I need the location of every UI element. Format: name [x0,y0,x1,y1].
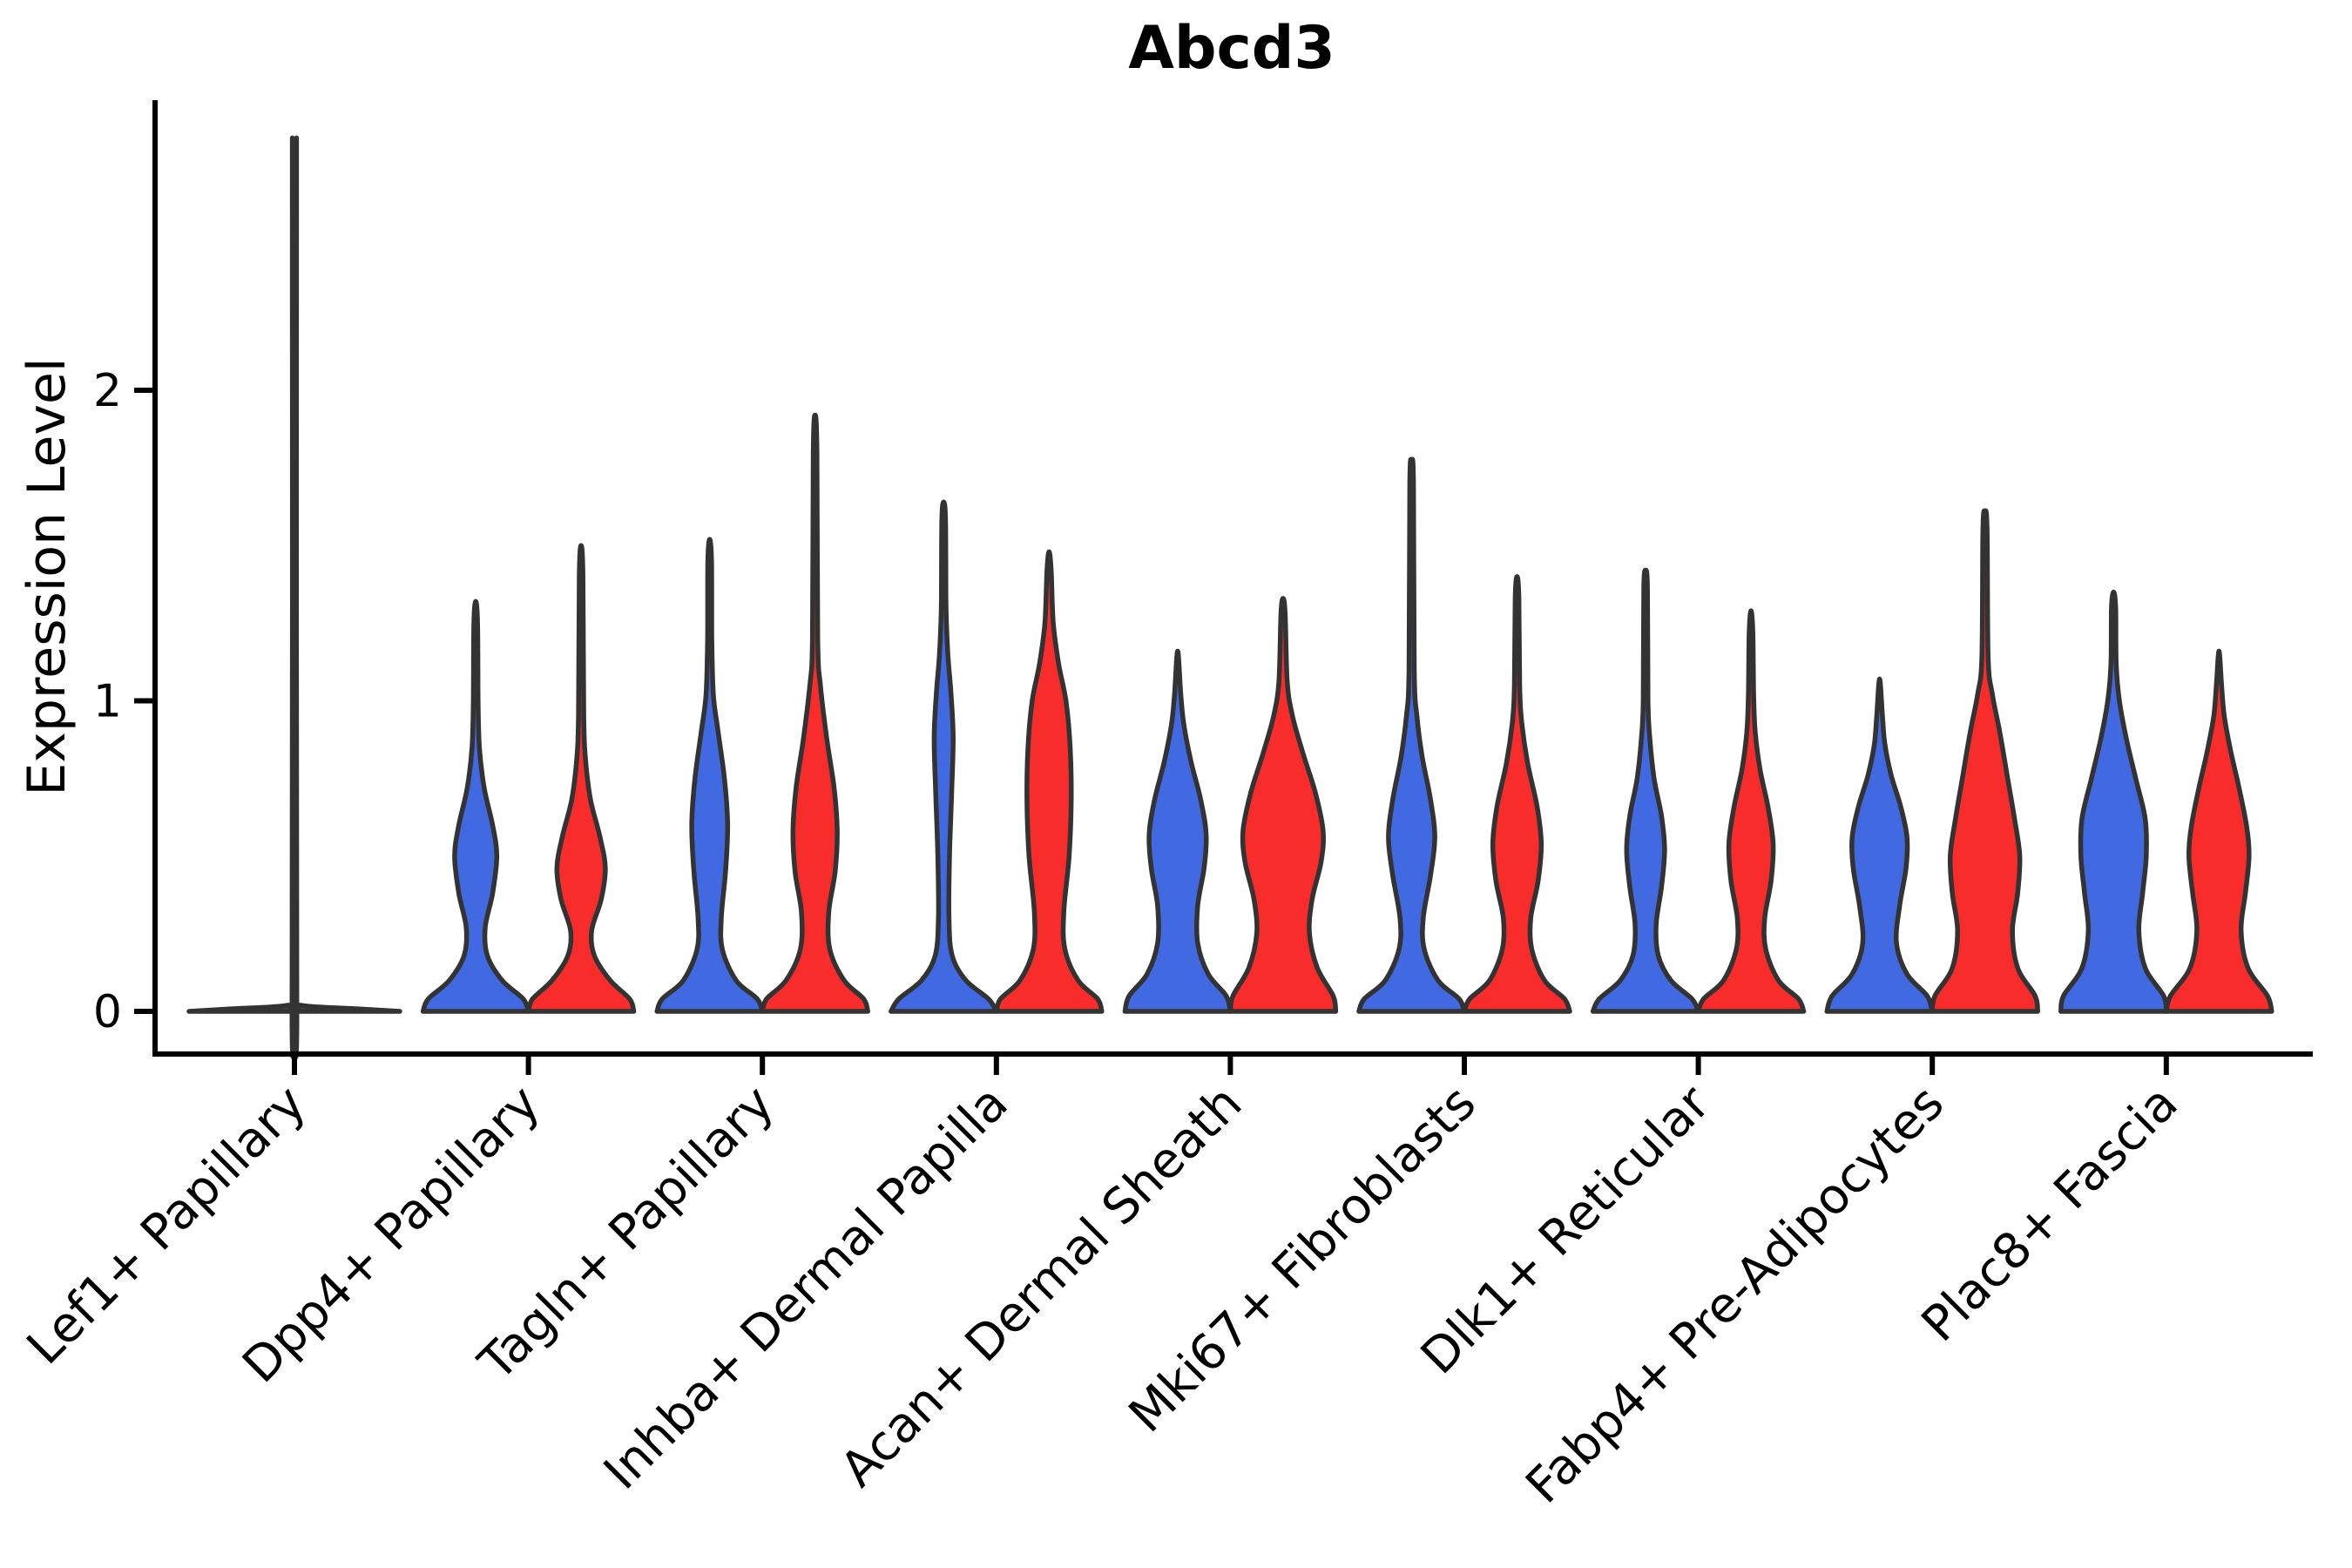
y-axis-label: Expression Level [17,357,78,795]
violin-fabp4-pre-adipocytes-red [1930,508,2040,1014]
violin-plac8-fascia-red [2164,648,2274,1014]
violin-dlk1-reticular-blue [1590,567,1701,1014]
chart-title: Abcd3 [1128,14,1335,83]
violin-fabp4-pre-adipocytes-blue [1824,676,1935,1014]
x-tick-label-inhba-dermal-papilla: Inhba+ Dermal Papilla [593,1075,1019,1501]
violin-mki67-fibroblasts-red [1462,574,1572,1014]
violin-dpp4-papillary-red [525,543,637,1014]
y-tick-label-1: 1 [93,676,122,728]
violin-acan-dermal-sheath-red [1227,596,1339,1014]
violin-dpp4-papillary-blue [420,598,531,1014]
violin-inhba-dermal-papilla-red [994,549,1105,1014]
violin-lef1-papillary-all [186,135,402,1060]
violin-dlk1-reticular-red [1695,608,1807,1014]
x-tick-label-fabp4-pre-adipocytes: Fabp4+ Pre-Adipocytes [1516,1075,1956,1515]
x-tick-label-acan-dermal-sheath: Acan+ Dermal Sheath [830,1075,1254,1498]
violin-acan-dermal-sheath-blue [1122,648,1233,1014]
violin-plac8-fascia-blue [2058,589,2169,1014]
y-tick-label-0: 0 [93,986,122,1038]
violin-inhba-dermal-papilla-blue [889,499,999,1014]
violin-mki67-fibroblasts-blue [1356,456,1467,1014]
violin-tagln-papillary-blue [654,537,765,1014]
y-tick-label-2: 2 [93,365,122,417]
violin-tagln-papillary-red [760,412,870,1014]
